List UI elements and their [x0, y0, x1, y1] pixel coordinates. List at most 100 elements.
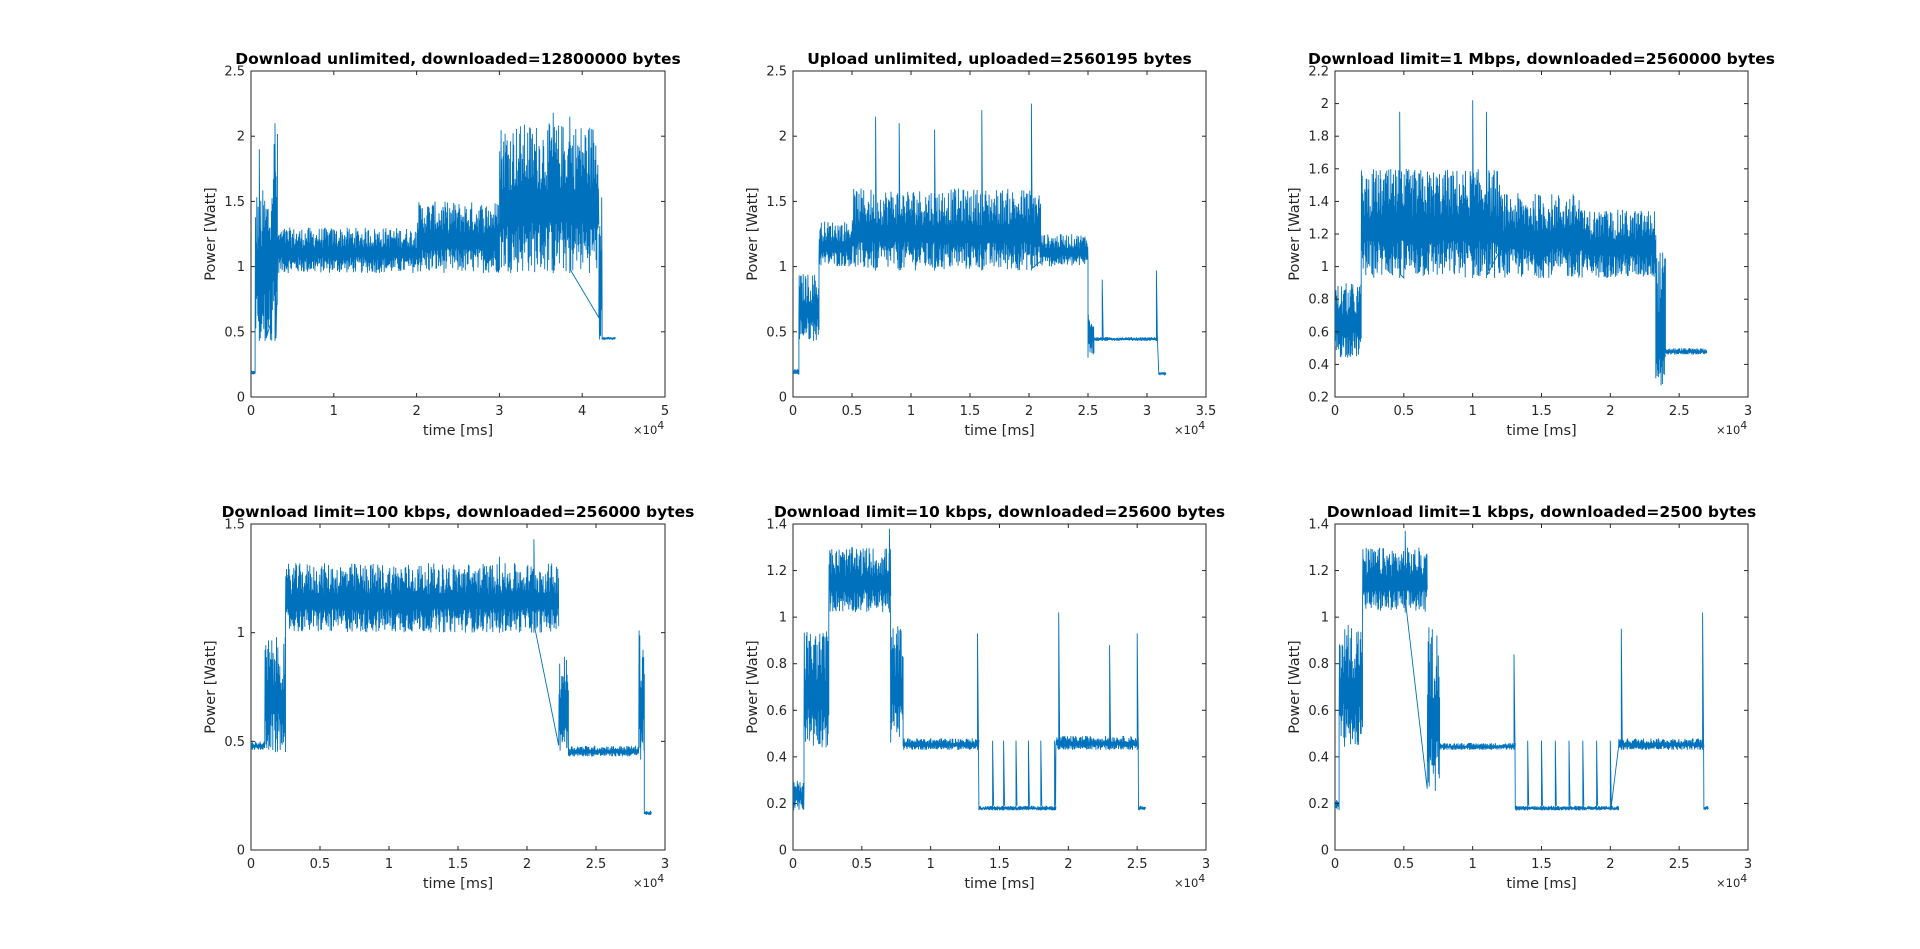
x-tick-label: 0.5 — [1393, 857, 1414, 872]
y-tick-label: 0.8 — [1308, 657, 1329, 672]
power-trace — [1335, 530, 1709, 811]
y-tick-label: 0 — [1321, 844, 1329, 859]
subplot-title: Download limit=100 kbps, downloaded=2560… — [222, 503, 695, 521]
y-axis-label: Power [Watt] — [203, 187, 219, 280]
x-tick-label: 0 — [789, 857, 797, 872]
x-tick-label: 1.5 — [1531, 404, 1552, 419]
y-tick-label: 0.5 — [224, 325, 245, 340]
y-tick-label: 0.4 — [766, 750, 787, 765]
x-tick-label: 1.5 — [1531, 857, 1552, 872]
exponent-base: ×10 — [1174, 423, 1198, 437]
y-tick-label: 0 — [779, 844, 787, 859]
x-tick-label: 1 — [1469, 857, 1477, 872]
power-trace — [1335, 100, 1708, 386]
exponent-base: ×10 — [633, 876, 657, 890]
power-trace — [251, 112, 616, 375]
x-tick-label: 0.5 — [851, 857, 872, 872]
exponent-base: ×10 — [1716, 876, 1740, 890]
x-tick-label: 1 — [330, 404, 338, 419]
y-tick-label: 0.2 — [766, 797, 787, 812]
x-axis-exponent: ×104 — [1174, 419, 1205, 437]
y-tick-label: 1 — [237, 626, 245, 641]
y-tick-label: 0.6 — [766, 704, 787, 719]
x-tick-label: 1.5 — [448, 857, 469, 872]
y-axis-label: Power [Watt] — [745, 187, 761, 280]
y-tick-label: 0.4 — [1308, 750, 1329, 765]
exponent-power: 4 — [1740, 419, 1747, 432]
x-tick-label: 0 — [1331, 857, 1339, 872]
x-tick-label: 3 — [1202, 857, 1210, 872]
y-tick-label: 1.4 — [1308, 195, 1329, 210]
x-tick-label: 3 — [495, 404, 503, 419]
x-tick-label: 3 — [661, 857, 669, 872]
y-tick-label: 2.5 — [766, 65, 787, 80]
x-tick-label: 0.5 — [310, 857, 331, 872]
x-tick-label: 2 — [1606, 404, 1614, 419]
y-tick-label: 1.2 — [1308, 228, 1329, 243]
y-tick-label: 1 — [1321, 260, 1329, 275]
x-axis-exponent: ×104 — [1174, 872, 1205, 890]
y-tick-label: 1 — [237, 260, 245, 275]
y-tick-label: 0.6 — [1308, 704, 1329, 719]
y-tick-label: 1.4 — [766, 518, 787, 533]
subplot: 0 0.5 1 1.5 2 2.5 3 3.5 0 0.5 1 1.5 2 2.5 Upload unlim… — [745, 50, 1216, 439]
x-axis-exponent: ×104 — [1716, 419, 1747, 437]
x-axis-exponent: ×104 — [1716, 872, 1747, 890]
y-tick-label: 2.2 — [1308, 65, 1329, 80]
x-tick-label: 1.5 — [989, 857, 1010, 872]
x-tick-label: 2.5 — [1669, 404, 1690, 419]
x-tick-label: 3.5 — [1196, 404, 1217, 419]
x-tick-label: 3 — [1744, 404, 1752, 419]
subplot-title: Download limit=10 kbps, downloaded=25600… — [774, 503, 1225, 521]
x-tick-label: 1 — [385, 857, 393, 872]
y-tick-label: 2 — [1321, 97, 1329, 112]
y-tick-label: 0.6 — [1308, 325, 1329, 340]
y-tick-label: 1.5 — [224, 518, 245, 533]
x-axis-label: time [ms] — [423, 423, 493, 439]
x-tick-label: 3 — [1143, 404, 1151, 419]
x-tick-label: 3 — [1744, 857, 1752, 872]
power-trace — [793, 103, 1167, 376]
x-tick-label: 2.5 — [1127, 857, 1148, 872]
y-tick-label: 1.5 — [224, 195, 245, 210]
y-tick-label: 1 — [1321, 611, 1329, 626]
subplot-title: Download limit=1 kbps, downloaded=2500 b… — [1327, 503, 1757, 521]
y-tick-label: 0.2 — [1308, 797, 1329, 812]
y-axis-label: Power [Watt] — [203, 640, 219, 733]
exponent-power: 4 — [1740, 872, 1747, 885]
subplot: 0 0.5 1 1.5 2 2.5 3 0.2 0.4 0.6 0.8 1 1.2 1.4 1.6 1.8 2 2… — [1287, 50, 1775, 439]
x-axis-exponent: ×104 — [633, 419, 664, 437]
x-tick-label: 4 — [578, 404, 586, 419]
x-tick-label: 0 — [789, 404, 797, 419]
x-tick-label: 5 — [661, 404, 669, 419]
x-tick-label: 2.5 — [1669, 857, 1690, 872]
subplot: 0 0.5 1 1.5 2 2.5 3 0 0.2 0.4 0.6 0.8 1 1.2 1.4Downloa… — [745, 503, 1225, 892]
power-trace — [251, 539, 652, 816]
y-tick-label: 0.2 — [1308, 391, 1329, 406]
y-tick-label: 0.5 — [224, 735, 245, 750]
x-axis-label: time [ms] — [964, 423, 1034, 439]
subplot-title: Download limit=1 Mbps, downloaded=256000… — [1308, 50, 1775, 68]
y-tick-label: 0.8 — [1308, 293, 1329, 308]
y-tick-label: 1.6 — [1308, 162, 1329, 177]
exponent-power: 4 — [657, 872, 664, 885]
y-axis-label: Power [Watt] — [1287, 640, 1303, 733]
exponent-power: 4 — [657, 419, 664, 432]
x-axis-label: time [ms] — [1506, 423, 1576, 439]
x-axis-label: time [ms] — [423, 876, 493, 892]
x-tick-label: 0 — [247, 404, 255, 419]
x-axis-label: time [ms] — [964, 876, 1034, 892]
x-tick-label: 2.5 — [1078, 404, 1099, 419]
x-tick-label: 2 — [1064, 857, 1072, 872]
y-axis-label: Power [Watt] — [1287, 187, 1303, 280]
x-tick-label: 0.5 — [1393, 404, 1414, 419]
exponent-base: ×10 — [633, 423, 657, 437]
exponent-power: 4 — [1198, 872, 1205, 885]
y-tick-label: 0 — [237, 391, 245, 406]
x-tick-label: 0 — [1331, 404, 1339, 419]
y-axis-label: Power [Watt] — [745, 640, 761, 733]
y-tick-label: 1.2 — [1308, 564, 1329, 579]
exponent-base: ×10 — [1174, 876, 1198, 890]
